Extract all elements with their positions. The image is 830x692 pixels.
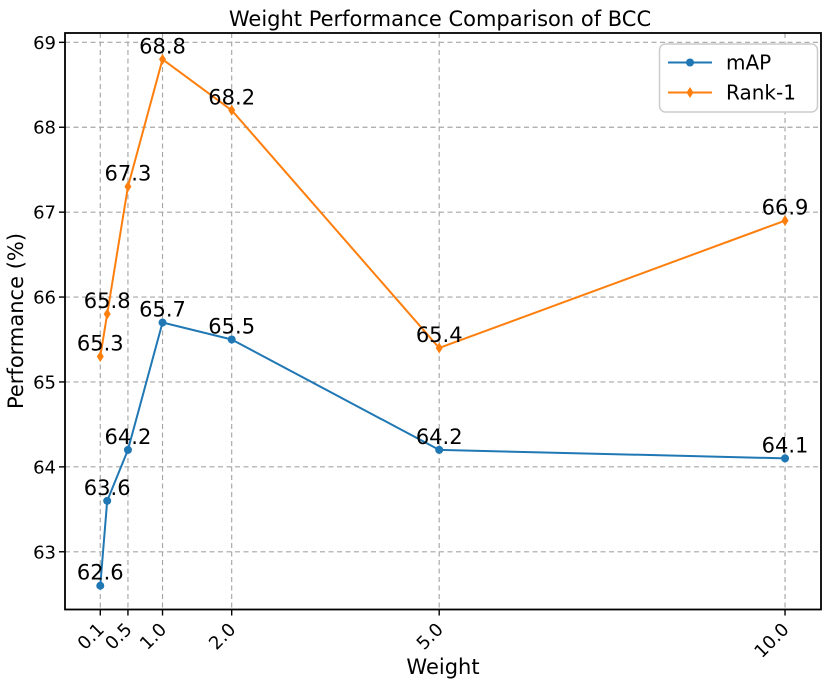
data-label-mAP: 65.7 (139, 298, 186, 322)
data-point-Rank-1 (103, 308, 111, 320)
x-axis-label: Weight (406, 655, 479, 679)
data-point-Rank-1 (228, 104, 236, 116)
data-label-Rank-1: 67.3 (105, 162, 152, 186)
data-label-mAP: 64.1 (762, 433, 809, 457)
data-label-mAP: 63.6 (84, 476, 131, 500)
y-tick-label: 65 (33, 372, 56, 393)
data-point-mAP (96, 581, 105, 590)
y-tick-label: 64 (33, 457, 56, 478)
y-tick-label: 67 (33, 203, 56, 224)
data-label-Rank-1: 68.8 (139, 34, 186, 58)
data-label-mAP: 64.2 (105, 425, 152, 449)
legend-circle-marker-icon (686, 58, 694, 67)
y-tick-label: 68 (33, 118, 56, 139)
x-tick-label: 2.0 (205, 619, 240, 654)
legend-label-rank1: Rank-1 (726, 81, 796, 105)
y-tick-label: 63 (33, 542, 56, 563)
data-point-Rank-1 (159, 53, 167, 65)
series-layer (96, 53, 790, 590)
data-label-Rank-1: 68.2 (208, 85, 255, 109)
legend: mAP Rank-1 (658, 43, 819, 113)
data-label-mAP: 62.6 (77, 561, 124, 585)
x-tick-label: 0.5 (101, 619, 136, 654)
data-point-Rank-1 (96, 350, 104, 362)
chart-title: Weight Performance Comparison of BCC (229, 7, 651, 31)
x-tick-label: 1.0 (136, 619, 171, 654)
legend-box (658, 43, 819, 113)
y-axis-label: Performance (%) (4, 233, 28, 409)
plot-border (64, 32, 822, 611)
data-labels-layer: 62.6 63.6 64.2 65.7 65.5 64.2 64.1 65.3 65.8 67.3… (77, 34, 809, 584)
data-point-mAP (158, 318, 167, 327)
data-point-mAP (435, 445, 444, 454)
data-point-Rank-1 (435, 342, 443, 354)
series-line-mAP (99, 321, 787, 587)
data-label-Rank-1: 65.3 (77, 331, 124, 355)
data-label-Rank-1: 65.8 (84, 289, 131, 313)
data-label-mAP: 64.2 (416, 425, 463, 449)
y-tick-label: 69 (33, 33, 56, 54)
x-tick-label: 10.0 (750, 619, 793, 662)
data-point-mAP (781, 454, 790, 463)
data-point-mAP (123, 445, 132, 454)
y-tick-label: 66 (33, 288, 56, 309)
data-point-mAP (103, 496, 112, 505)
data-point-Rank-1 (124, 181, 132, 193)
data-label-Rank-1: 66.9 (762, 196, 809, 220)
x-tick-label: 5.0 (413, 619, 448, 654)
data-point-Rank-1 (781, 215, 789, 227)
data-point-mAP (227, 335, 236, 344)
legend-diamond-marker-icon (686, 87, 694, 98)
gridlines (65, 33, 821, 610)
data-label-Rank-1: 65.4 (416, 323, 463, 347)
data-label-mAP: 65.5 (208, 315, 255, 339)
legend-label-map: mAP (726, 51, 771, 75)
